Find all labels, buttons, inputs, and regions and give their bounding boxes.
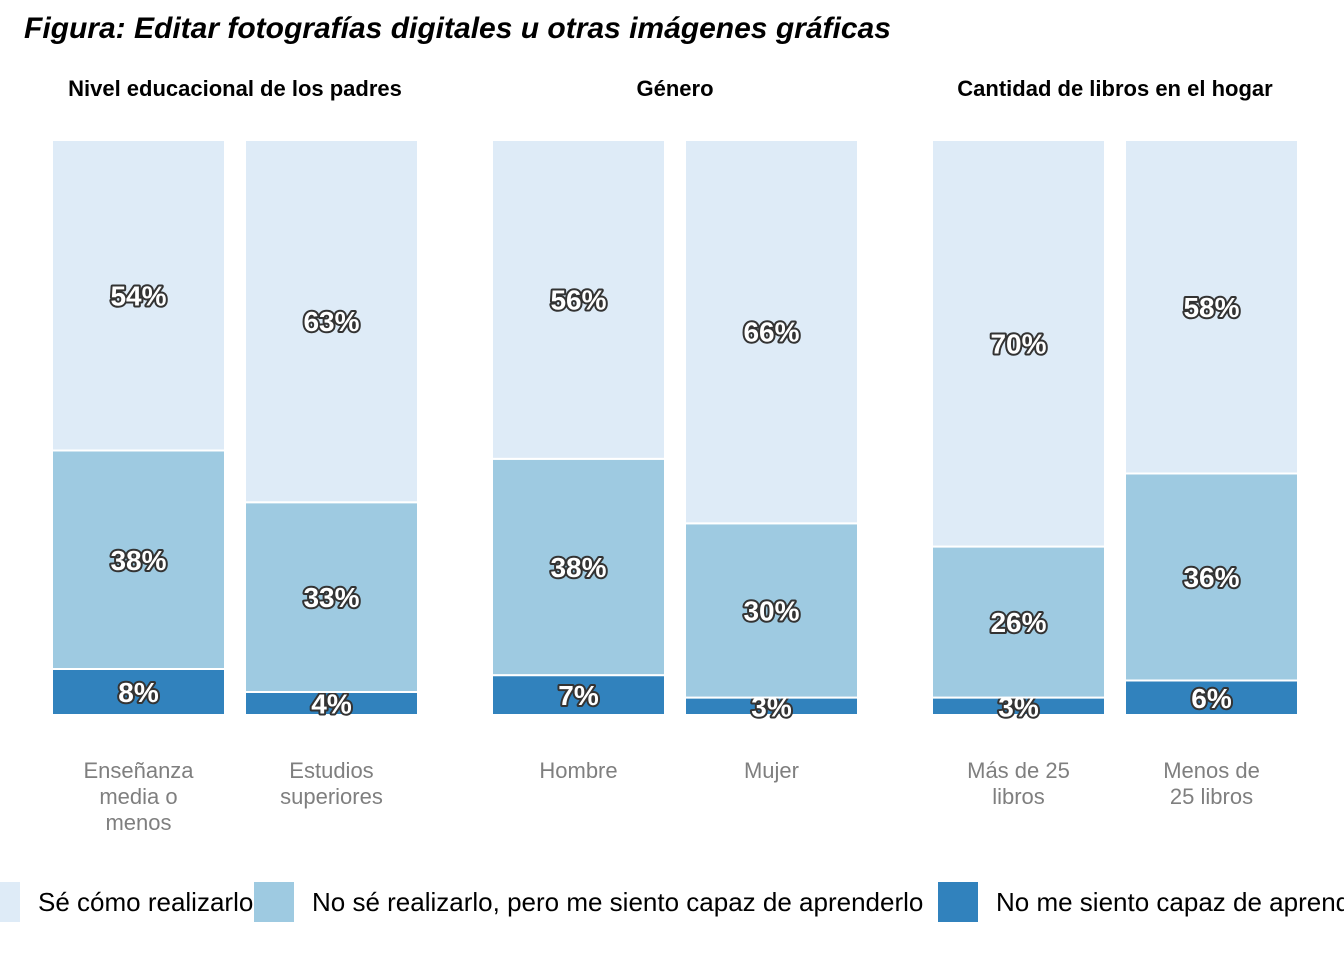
tick-label: Mujer [744,758,799,783]
legend-label-no-capaz: No me siento capaz de aprenderlo [996,886,1344,917]
panel-title: Género [636,76,713,101]
legend-swatch-capaz [254,882,294,922]
tick-label: Estudios superiores [280,758,383,809]
figure-title: Figura: Editar fotografías digitales u o… [24,12,891,45]
bar-segment-se-como [931,139,1106,548]
data-label: 58% [1183,292,1239,323]
panel-cantidad-de-libros-en-el-hogar: Cantidad de libros en el hogar3%26%70%Má… [931,76,1299,809]
bar-segment-capaz [1124,472,1299,682]
data-label: 66% [743,317,799,348]
data-label: 54% [110,280,166,311]
bar-segment-se-como [51,139,226,452]
data-label: 30% [743,595,799,626]
legend-swatch-no-capaz [938,882,978,922]
legend-item-capaz: No sé realizarlo, pero me siento capaz d… [254,880,923,924]
panel-title: Cantidad de libros en el hogar [957,76,1273,101]
legend-label-capaz: No sé realizarlo, pero me siento capaz d… [312,886,924,917]
legend: Sé cómo realizarlo No sé realizarlo, per… [0,880,1344,930]
bar-segment-capaz [491,457,666,677]
legend-item-se-como: Sé cómo realizarlo [0,880,253,924]
data-label: 6% [1191,683,1232,714]
bar-segment-se-como [244,139,419,504]
legend-label-se-como: Sé cómo realizarlo [38,886,254,917]
bar-segment-se-como [491,139,666,460]
data-label: 38% [110,545,166,576]
legend-swatch-se-como [0,882,20,922]
bar-segment-se-como [1124,139,1299,475]
panel-nivel-educacional-de-los-padres: Nivel educacional de los padres 8% 38% 54% E… [51,76,419,835]
data-label: 63% [303,306,359,337]
data-label: 36% [1183,562,1239,593]
tick-label: Menos de 25 libros [1163,758,1260,809]
bar-segment-no-capaz [1124,679,1299,716]
data-label: 33% [303,582,359,613]
data-label: 8% [118,677,159,708]
tick-label: Más de 25 libros [967,758,1070,809]
data-label: 70% [990,328,1046,359]
bar-segment-no-capaz [51,668,226,716]
data-label: 7% [558,680,599,711]
bar-segment-no-capaz [491,674,666,716]
tick-label: Hombre [539,758,617,783]
data-label: 26% [990,607,1046,638]
panel-title: Nivel educacional de los padres [68,76,402,101]
tick-label: Enseñanza media o menos [83,758,194,835]
bar-segment-capaz [684,522,859,699]
stacked-bar-chart: Nivel educacional de los padres 8% 38% 54% E… [51,76,1299,835]
legend-item-no-capaz: No me siento capaz de aprenderlo [938,880,1344,924]
data-label: 4% [311,689,352,720]
data-label: 56% [550,284,606,315]
bar-segment-se-como [684,139,859,525]
data-label: 38% [550,552,606,583]
